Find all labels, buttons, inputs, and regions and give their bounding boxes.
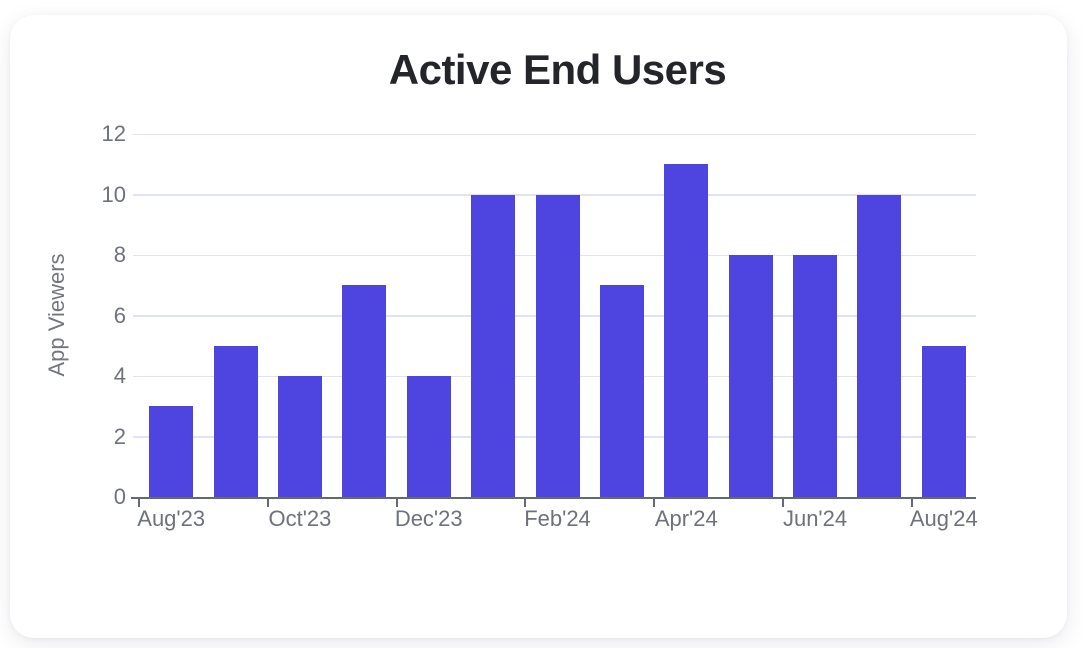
y-tick-label-10: 10 <box>101 181 126 207</box>
x-tick-label-Aug'23: Aug'23 <box>137 506 206 531</box>
bar-Mar'24[interactable] <box>599 285 644 497</box>
x-tick-label-Apr'24: Apr'24 <box>654 506 718 531</box>
gridline-y-12 <box>133 133 976 135</box>
y-tick-label-6: 6 <box>113 302 126 328</box>
y-tick-label-12: 12 <box>101 121 126 146</box>
bar-May'24[interactable] <box>728 255 773 497</box>
bar-Nov'23[interactable] <box>342 285 387 497</box>
bar-Jan'24[interactable] <box>471 194 516 497</box>
y-tick-label-2: 2 <box>113 423 126 449</box>
y-tick-label-8: 8 <box>113 242 126 267</box>
bar-Jul'24[interactable] <box>857 194 902 497</box>
x-axis-tick <box>910 497 913 507</box>
x-tick-label-Feb'24: Feb'24 <box>524 506 591 531</box>
y-axis-tick-labels: 0 2 4 6 8 10 12 <box>0 121 126 509</box>
bar-Feb'24[interactable] <box>535 194 580 497</box>
y-tick-label-4: 4 <box>113 363 126 388</box>
x-tick-label-Oct'23: Oct'23 <box>268 506 332 531</box>
bar-Dec'23[interactable] <box>406 376 451 497</box>
x-axis-tick-labels: Aug'23 Oct'23 Dec'23 Feb'24 Apr'24 Jun'24 Aug'… <box>137 506 977 536</box>
bar-Apr'24[interactable] <box>664 164 709 497</box>
x-tick-label-Jun'24: Jun'24 <box>782 506 848 531</box>
x-axis-tick <box>395 497 398 507</box>
x-axis-tick <box>653 497 656 507</box>
y-tick-label-0: 0 <box>113 484 126 509</box>
x-axis-line <box>131 496 976 499</box>
chart-title: Active End Users <box>388 46 727 93</box>
bar-Jun'24[interactable] <box>793 255 838 497</box>
x-axis-tick <box>781 497 784 507</box>
x-axis-tick <box>266 497 269 507</box>
x-axis-tick <box>138 497 140 507</box>
x-tick-label-Dec'23: Dec'23 <box>394 506 463 531</box>
bar-Aug'24[interactable] <box>921 345 966 497</box>
bar-Aug'23[interactable] <box>149 406 194 497</box>
x-tick-label-Aug'24: Aug'24 <box>909 506 978 531</box>
bar-Sep'23[interactable] <box>213 345 258 497</box>
plot-area <box>131 133 976 507</box>
bar-Oct'23[interactable] <box>277 376 322 497</box>
x-axis-tick <box>524 497 527 507</box>
